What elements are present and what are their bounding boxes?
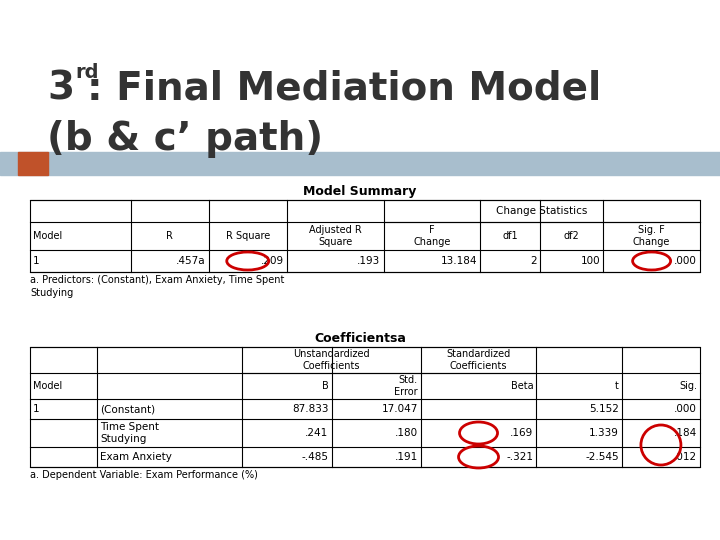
Text: 13.184: 13.184 xyxy=(441,256,477,266)
Text: 3: 3 xyxy=(47,70,74,108)
Bar xyxy=(30,200,700,272)
Text: t: t xyxy=(615,381,618,391)
Text: 1: 1 xyxy=(33,404,40,414)
Text: 100: 100 xyxy=(580,256,600,266)
Text: 17.047: 17.047 xyxy=(382,404,418,414)
Text: Coefficientsa: Coefficientsa xyxy=(314,332,406,345)
Text: .180: .180 xyxy=(395,428,418,438)
Text: 1: 1 xyxy=(33,256,40,266)
Text: .000: .000 xyxy=(674,404,697,414)
Text: df1: df1 xyxy=(503,231,518,241)
Text: -.485: -.485 xyxy=(302,452,328,462)
Text: Exam Anxiety: Exam Anxiety xyxy=(100,452,172,462)
Text: a. Predictors: (Constant), Exam Anxiety, Time Spent: a. Predictors: (Constant), Exam Anxiety,… xyxy=(30,275,284,285)
Text: Adjusted R
Square: Adjusted R Square xyxy=(309,225,361,247)
Text: B: B xyxy=(322,381,328,391)
Text: Sig.: Sig. xyxy=(679,381,697,391)
Text: .012: .012 xyxy=(674,452,697,462)
Text: Change Statistics: Change Statistics xyxy=(496,206,588,216)
Text: Unstandardized
Coefficients: Unstandardized Coefficients xyxy=(293,349,370,371)
Text: (Constant): (Constant) xyxy=(100,404,155,414)
Text: a. Dependent Variable: Exam Performance (%): a. Dependent Variable: Exam Performance … xyxy=(30,470,258,480)
Text: Model: Model xyxy=(33,231,62,241)
Text: 1.339: 1.339 xyxy=(589,428,618,438)
Text: Beta: Beta xyxy=(510,381,534,391)
Text: .241: .241 xyxy=(305,428,328,438)
Text: Standardized
Coefficients: Standardized Coefficients xyxy=(446,349,510,371)
Text: Studying: Studying xyxy=(30,288,73,298)
Text: Model Summary: Model Summary xyxy=(303,185,417,198)
Text: : Final Mediation Model: : Final Mediation Model xyxy=(87,70,601,108)
Text: .169: .169 xyxy=(510,428,534,438)
Text: .457a: .457a xyxy=(176,256,206,266)
Text: Time Spent
Studying: Time Spent Studying xyxy=(100,422,159,444)
Bar xyxy=(0,152,720,175)
Text: Std.
Error: Std. Error xyxy=(395,375,418,397)
Text: Model: Model xyxy=(33,381,62,391)
Text: .000: .000 xyxy=(674,256,697,266)
Text: R: R xyxy=(166,231,173,241)
Text: Sig. F
Change: Sig. F Change xyxy=(633,225,670,247)
Bar xyxy=(30,347,700,467)
Text: .209: .209 xyxy=(261,256,284,266)
Text: F
Change: F Change xyxy=(413,225,451,247)
Text: -2.545: -2.545 xyxy=(585,452,618,462)
Text: R Square: R Square xyxy=(225,231,270,241)
Text: -.321: -.321 xyxy=(506,452,534,462)
Text: (b & c’ path): (b & c’ path) xyxy=(47,120,323,158)
Text: rd: rd xyxy=(75,63,99,82)
Text: .191: .191 xyxy=(395,452,418,462)
Text: .193: .193 xyxy=(357,256,381,266)
Text: 5.152: 5.152 xyxy=(589,404,618,414)
Text: 87.833: 87.833 xyxy=(292,404,328,414)
Text: df2: df2 xyxy=(564,231,580,241)
Text: .184: .184 xyxy=(674,428,697,438)
Bar xyxy=(18,152,48,175)
Text: 2: 2 xyxy=(531,256,537,266)
